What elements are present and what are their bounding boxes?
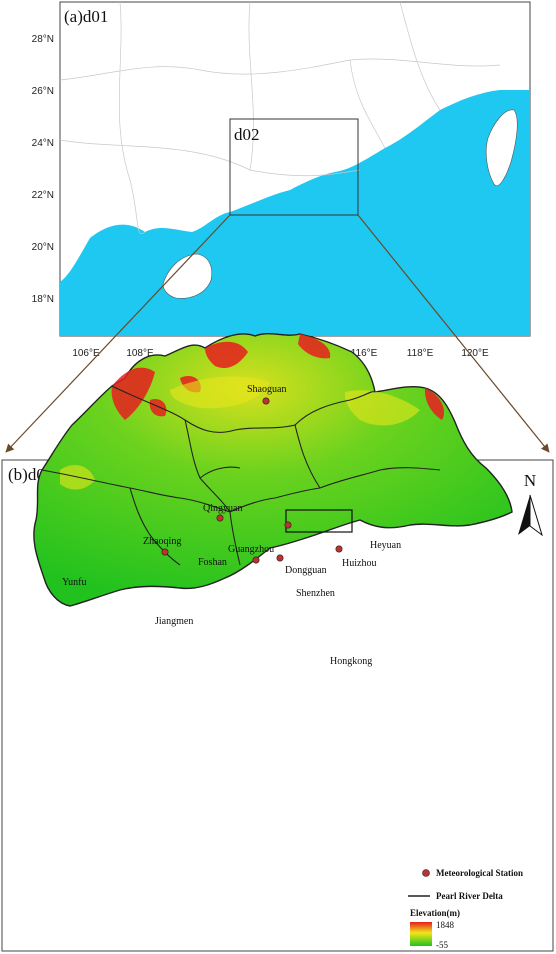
lat-tick: 28°N — [32, 34, 54, 45]
city-label: Foshan — [198, 557, 227, 568]
station-marker — [276, 554, 284, 562]
meteorological-stations — [161, 397, 343, 564]
legend: Meteorological Station Pearl River Delta… — [408, 868, 523, 950]
lon-tick: 120°E — [461, 348, 489, 359]
station-marker — [284, 521, 292, 529]
city-borders — [41, 385, 441, 566]
zoom-arrows — [5, 214, 550, 453]
legend-elev-max: 1848 — [436, 920, 455, 930]
lat-tick: 22°N — [32, 190, 54, 201]
high-elevation-areas — [111, 334, 445, 420]
lat-tick: 20°N — [32, 242, 54, 253]
legend-prd-label: Pearl River Delta — [436, 891, 503, 901]
city-label: Heyuan — [370, 540, 401, 551]
north-arrow-icon: N — [518, 471, 543, 537]
hongkong-box — [285, 509, 353, 533]
station-marker — [262, 397, 270, 405]
panel-b-map: (b)d02 N — [1, 333, 554, 952]
lat-tick: 24°N — [32, 138, 54, 149]
city-label: Dongguan — [285, 565, 327, 576]
city-label: Shaoguan — [247, 384, 286, 395]
station-marker — [335, 545, 343, 553]
city-label: Hongkong — [330, 656, 372, 667]
zoom-arrow-left — [5, 214, 231, 453]
taiwan-island — [485, 109, 518, 186]
city-labels: Shaoguan Qingyuan Heyuan Zhaoqing GuangzhouF… — [62, 384, 401, 667]
city-label: Yunfu — [62, 577, 86, 588]
city-label: Shenzhen — [296, 588, 335, 599]
panel-a-map: d02 (a)d01 28°N 26°N 24°N 22°N 20°N 18°N… — [32, 1, 531, 359]
elevation-colorbar — [410, 922, 432, 946]
legend-station-marker — [422, 869, 430, 877]
station-marker — [252, 556, 260, 564]
city-label: Huizhou — [342, 558, 376, 569]
d02-box-label: d02 — [234, 125, 260, 144]
city-label: Guangzhou — [228, 544, 274, 555]
lon-tick: 106°E — [72, 348, 100, 359]
province-borders — [59, 1, 501, 234]
north-label: N — [524, 471, 536, 490]
legend-elev-min: -55 — [436, 940, 448, 950]
legend-elev-title: Elevation(m) — [410, 908, 460, 918]
city-label: Jiangmen — [155, 616, 193, 627]
city-label: Zhaoqing — [143, 536, 181, 547]
lat-tick: 18°N — [32, 294, 54, 305]
d02-domain-box — [229, 118, 359, 216]
zoom-arrow-right — [357, 214, 550, 453]
legend-station-label: Meteorological Station — [436, 868, 523, 878]
lon-tick: 118°E — [407, 348, 434, 359]
lat-tick: 26°N — [32, 86, 54, 97]
hainan-island — [162, 253, 213, 299]
station-marker — [161, 548, 169, 556]
station-marker — [216, 514, 224, 522]
lon-tick: 116°E — [351, 348, 378, 359]
panel-a-label: (a)d01 — [64, 7, 108, 26]
lon-tick: 108°E — [126, 348, 154, 359]
latitude-ticks: 28°N 26°N 24°N 22°N 20°N 18°N — [32, 34, 54, 305]
city-label: Qingyuan — [203, 503, 242, 514]
